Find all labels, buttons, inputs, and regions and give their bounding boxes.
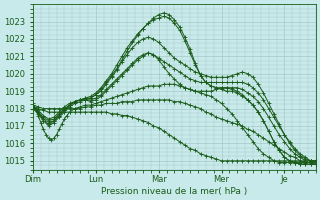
X-axis label: Pression niveau de la mer( hPa ): Pression niveau de la mer( hPa ) xyxy=(101,187,247,196)
